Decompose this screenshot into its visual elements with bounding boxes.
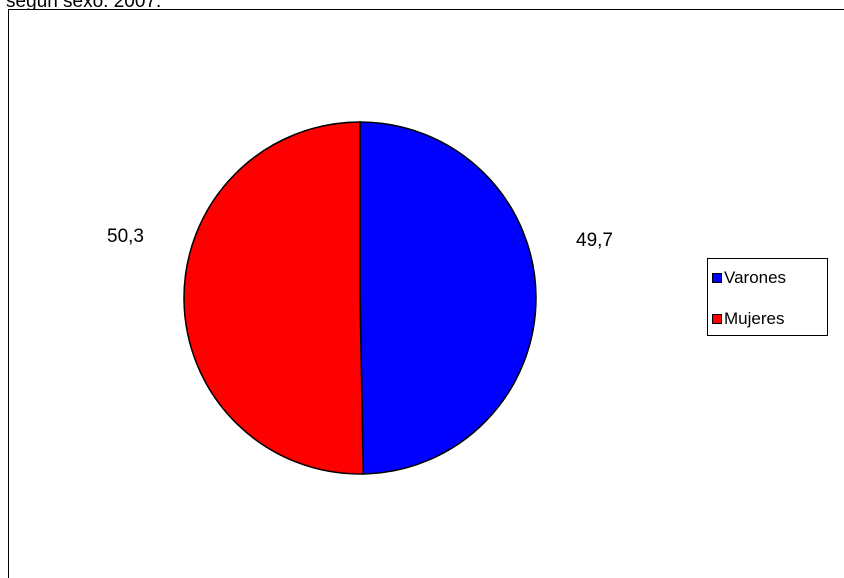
legend-item-mujeres: Mujeres: [712, 308, 784, 330]
legend-label-mujeres: Mujeres: [724, 309, 785, 328]
chart-legend: Varones Mujeres: [707, 258, 828, 336]
pie-slices: [183, 121, 537, 475]
legend-item-varones: Varones: [712, 267, 786, 289]
pie-data-labels: 49,7 50,3: [107, 226, 613, 251]
pie-slice-varones: [359, 121, 537, 475]
data-label-mujeres: 50,3: [107, 226, 144, 247]
legend-swatch-varones: [712, 273, 722, 283]
legend-label-varones: Varones: [724, 268, 787, 287]
legend-swatch-mujeres: [712, 314, 722, 324]
data-label-varones: 49,7: [576, 230, 613, 251]
pie-slice-mujeres: [183, 121, 365, 475]
